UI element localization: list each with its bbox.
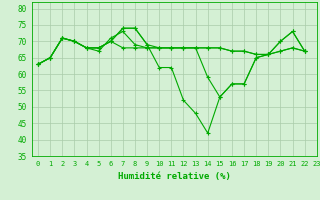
X-axis label: Humidité relative (%): Humidité relative (%) [118,172,231,181]
